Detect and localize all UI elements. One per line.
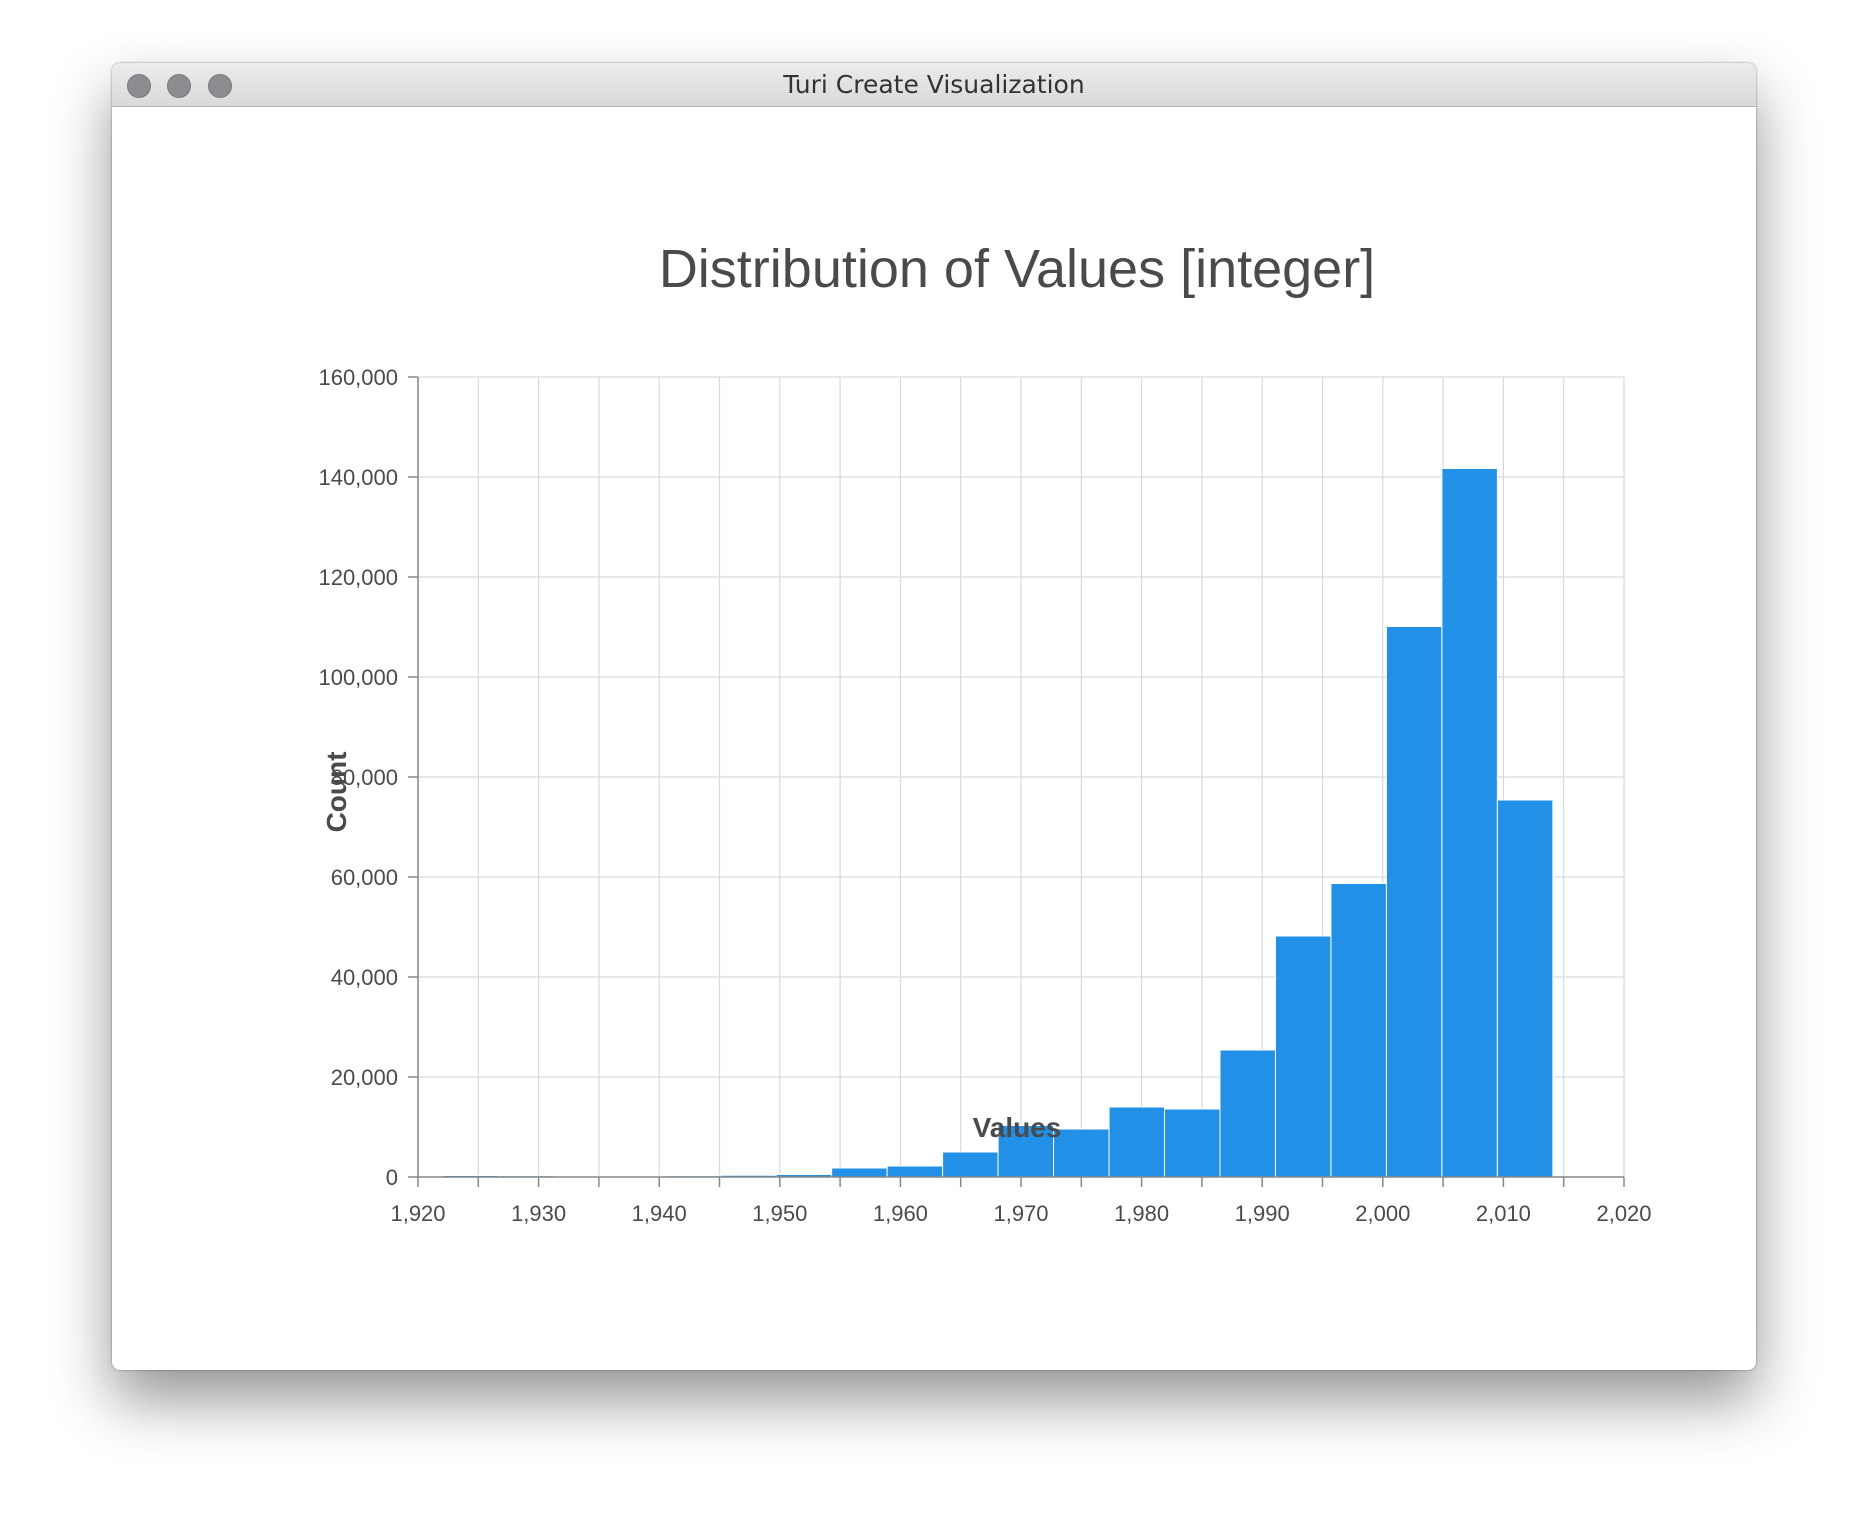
- histogram-bar: [997, 1125, 1055, 1178]
- app-window: Turi Create Visualization 1,920 1,930 1,94…: [112, 63, 1756, 1370]
- histogram-bar: [1164, 1108, 1221, 1178]
- title-bar[interactable]: Turi Create Visualization: [112, 63, 1756, 107]
- axes: [408, 376, 1625, 1187]
- histogram-bar: [831, 1167, 888, 1178]
- histogram-bar: [942, 1151, 999, 1178]
- chart-area: 1,920 1,930 1,940 1,950 1,960 1,970 1,980 1,990…: [112, 107, 1756, 1370]
- y-tick-label: 60,000: [331, 865, 398, 890]
- x-tick-label: 1,960: [873, 1201, 928, 1226]
- x-tick-label: 2,000: [1355, 1201, 1410, 1226]
- zoom-window-button[interactable]: [208, 74, 232, 98]
- x-tick-label: 1,920: [390, 1201, 445, 1226]
- y-tick-label: 20,000: [331, 1065, 398, 1090]
- histogram-bar: [1274, 935, 1332, 1178]
- y-tick-label: 80,000: [331, 765, 398, 790]
- histogram-bars: [442, 468, 1554, 1178]
- histogram-bar: [1441, 468, 1498, 1178]
- x-tick-label: 2,010: [1476, 1201, 1531, 1226]
- x-tick-label: 1,980: [1114, 1201, 1169, 1226]
- x-tick-label: 1,940: [632, 1201, 687, 1226]
- y-tick-label: 140,000: [318, 465, 398, 490]
- y-tick-label: 120,000: [318, 565, 398, 590]
- window-title: Turi Create Visualization: [783, 70, 1085, 99]
- x-tick-label: 2,020: [1596, 1201, 1651, 1226]
- y-axis-title: Count: [321, 752, 352, 833]
- y-tick-label: 100,000: [318, 665, 398, 690]
- y-tick-label: 0: [386, 1165, 398, 1190]
- x-tick-label: 1,930: [511, 1201, 566, 1226]
- histogram-bar: [1053, 1128, 1110, 1178]
- x-axis-title: Values: [973, 1112, 1062, 1143]
- y-tick-label: 40,000: [331, 965, 398, 990]
- histogram-chart: 1,920 1,930 1,940 1,950 1,960 1,970 1,980 1,990…: [318, 239, 1651, 1226]
- close-window-button[interactable]: [127, 74, 151, 98]
- minimize-window-button[interactable]: [167, 74, 191, 98]
- x-tick-label: 1,970: [993, 1201, 1048, 1226]
- histogram-bar: [1219, 1049, 1276, 1178]
- histogram-bar: [1496, 799, 1554, 1178]
- x-tick-label: 1,950: [752, 1201, 807, 1226]
- tick-labels: 1,920 1,930 1,940 1,950 1,960 1,970 1,980 1,990…: [318, 365, 1651, 1226]
- histogram-bar: [1330, 883, 1387, 1178]
- histogram-bar: [886, 1165, 944, 1178]
- histogram-bar: [1108, 1106, 1166, 1178]
- chart-title: Distribution of Values [integer]: [659, 239, 1375, 299]
- y-tick-label: 160,000: [318, 365, 398, 390]
- histogram-bar: [1385, 626, 1443, 1178]
- x-tick-label: 1,990: [1235, 1201, 1290, 1226]
